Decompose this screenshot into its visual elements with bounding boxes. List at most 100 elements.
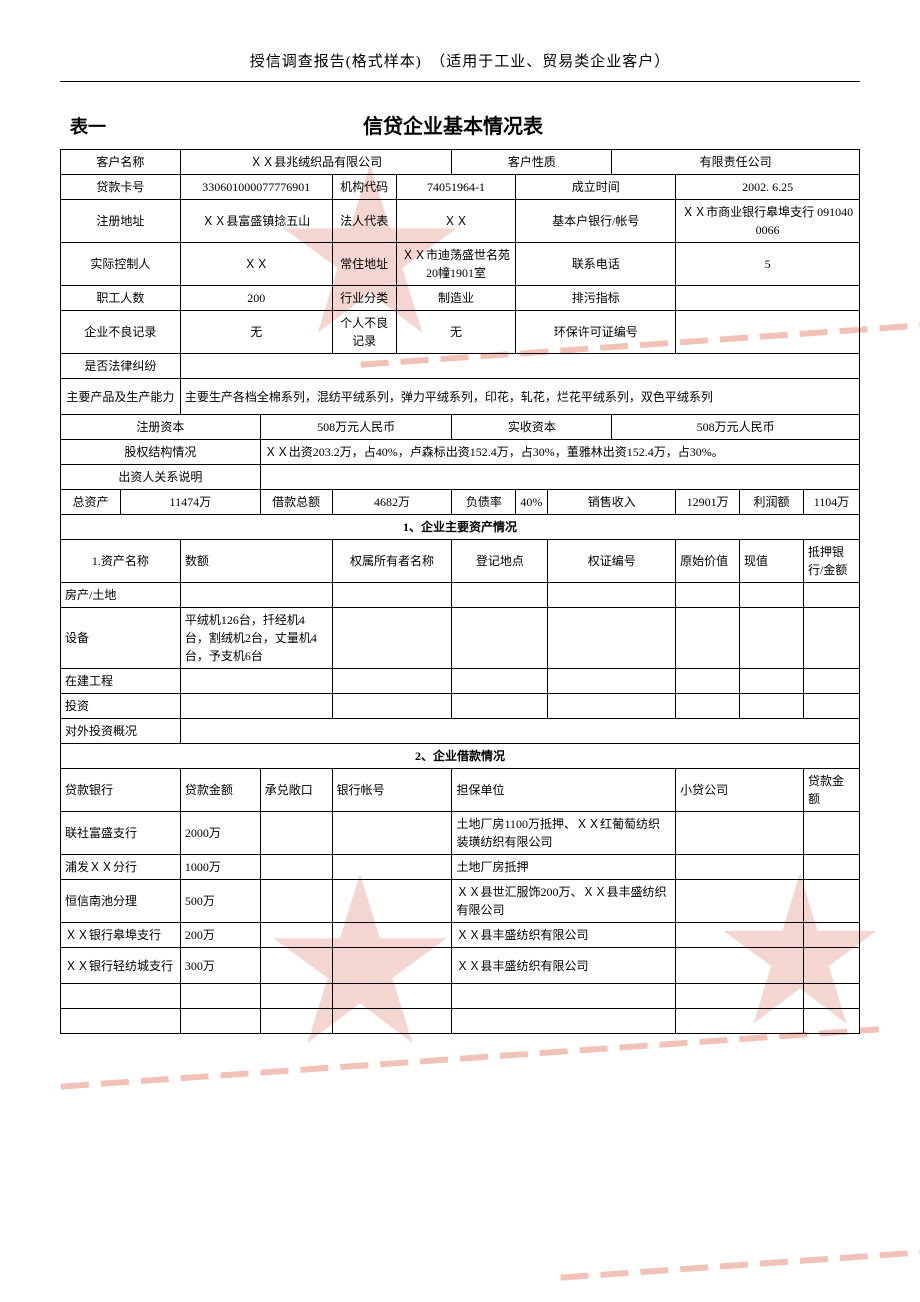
- s1-row-4: 对外投资概况: [61, 719, 860, 744]
- val-total-loan: 4682万: [332, 490, 452, 515]
- lbl-legal-dispute: 是否法律纠纷: [61, 354, 181, 379]
- s1r0-orig: [676, 583, 740, 608]
- s2r3-loan: [803, 923, 859, 948]
- s1r3-now: [740, 694, 804, 719]
- s2r4-bank: ＸＸ银行轻纺城支行: [61, 948, 181, 984]
- table-label: 表一: [60, 113, 106, 139]
- lbl-industry: 行业分类: [332, 286, 396, 311]
- s2r5-loan: [803, 984, 859, 1009]
- s2r1-loan: [803, 855, 859, 880]
- s2r1-micro: [676, 855, 804, 880]
- s2r6-bank: [61, 1009, 181, 1034]
- lbl-customer-name: 客户名称: [61, 150, 181, 175]
- val-loan-card: 330601000077776901: [180, 175, 332, 200]
- s1r2-now: [740, 669, 804, 694]
- s2r4-acct: [332, 948, 452, 984]
- s2r4-amount: 300万: [180, 948, 260, 984]
- s2r2-amount: 500万: [180, 880, 260, 923]
- lbl-customer-type: 客户性质: [452, 150, 612, 175]
- s1r3-cert: [548, 694, 676, 719]
- s2-col-2: 承兑敞口: [260, 769, 332, 812]
- s1-row-0: 房产/土地: [61, 583, 860, 608]
- s2r6-acct: [332, 1009, 452, 1034]
- lbl-reg-capital: 注册资本: [61, 415, 261, 440]
- val-org-code: 74051964-1: [396, 175, 516, 200]
- s2r2-guar: ＸＸ县世汇服饰200万、ＸＸ县丰盛纺织有限公司: [452, 880, 676, 923]
- lbl-emission: 排污指标: [516, 286, 676, 311]
- lbl-profit: 利润额: [740, 490, 804, 515]
- main-title: 信贷企业基本情况表: [106, 110, 860, 139]
- s1r0-name: 房产/土地: [61, 583, 181, 608]
- s1-row-2: 在建工程: [61, 669, 860, 694]
- s2-col-3: 银行帐号: [332, 769, 452, 812]
- s2r6-loan: [803, 1009, 859, 1034]
- val-customer-name: ＸＸ县兆绒织品有限公司: [180, 150, 452, 175]
- s2r0-bank: 联社富盛支行: [61, 812, 181, 855]
- s1r1-orig: [676, 608, 740, 669]
- s2r2-micro: [676, 880, 804, 923]
- s2r0-micro: [676, 812, 804, 855]
- s1r2-cert: [548, 669, 676, 694]
- s2r0-loan: [803, 812, 859, 855]
- s1-col-1: 数额: [180, 540, 332, 583]
- lbl-staff: 职工人数: [61, 286, 181, 311]
- lbl-org-code: 机构代码: [332, 175, 396, 200]
- s2r3-acct: [332, 923, 452, 948]
- s2r3-accept: [260, 923, 332, 948]
- val-reg-addr: ＸＸ县富盛镇捻五山: [180, 200, 332, 243]
- lbl-personal-bad: 个人不良记录: [332, 311, 396, 354]
- lbl-reg-addr: 注册地址: [61, 200, 181, 243]
- s1r1-now: [740, 608, 804, 669]
- s2-row-4: ＸＸ银行轻纺城支行 300万 ＸＸ县丰盛纺织有限公司: [61, 948, 860, 984]
- s2-row-1: 浦发ＸＸ分行 1000万 土地厂房抵押: [61, 855, 860, 880]
- s2r0-amount: 2000万: [180, 812, 260, 855]
- s2r6-guar: [452, 1009, 676, 1034]
- lbl-total-loan: 借款总额: [260, 490, 332, 515]
- val-legal-dispute: [180, 354, 859, 379]
- s2r2-acct: [332, 880, 452, 923]
- val-contributor-rel: [260, 465, 859, 490]
- s2r1-bank: 浦发ＸＸ分行: [61, 855, 181, 880]
- s1r1-cert: [548, 608, 676, 669]
- lbl-bad-record: 企业不良记录: [61, 311, 181, 354]
- lbl-total-assets: 总资产: [61, 490, 121, 515]
- s1-col-0: 1.资产名称: [61, 540, 181, 583]
- s1r3-mort: [803, 694, 859, 719]
- s2r5-accept: [260, 984, 332, 1009]
- s2r0-accept: [260, 812, 332, 855]
- val-legal-rep: ＸＸ: [396, 200, 516, 243]
- s2r5-guar: [452, 984, 676, 1009]
- s2-col-0: 贷款银行: [61, 769, 181, 812]
- s1r1-place: [452, 608, 548, 669]
- s2r3-amount: 200万: [180, 923, 260, 948]
- s2r6-micro: [676, 1009, 804, 1034]
- s2r4-micro: [676, 948, 804, 984]
- basic-info-table: 客户名称 ＸＸ县兆绒织品有限公司 客户性质 有限责任公司 贷款卡号 330601…: [60, 149, 860, 1034]
- val-est-date: 2002. 6.25: [676, 175, 860, 200]
- s1r0-place: [452, 583, 548, 608]
- s1r0-cert: [548, 583, 676, 608]
- val-bank-account: ＸＸ市商业银行皋埠支行 0910400066: [676, 200, 860, 243]
- s1-col-4: 权证编号: [548, 540, 676, 583]
- s1r0-amount: [180, 583, 332, 608]
- s2-col-4: 担保单位: [452, 769, 676, 812]
- page-header: 授信调查报告(格式样本) （适用于工业、贸易类企业客户）: [60, 50, 860, 82]
- val-residence: ＸＸ市迪荡盛世名苑20幢1901室: [396, 243, 516, 286]
- s2r2-loan: [803, 880, 859, 923]
- s2r0-acct: [332, 812, 452, 855]
- s1r3-amount: [180, 694, 332, 719]
- s1-row-3: 投资: [61, 694, 860, 719]
- s2r1-acct: [332, 855, 452, 880]
- s2r0-guar: 土地厂房1100万抵押、ＸＸ红葡萄纺织装璜纺织有限公司: [452, 812, 676, 855]
- s2r5-micro: [676, 984, 804, 1009]
- s1r1-owner: [332, 608, 452, 669]
- s2-row-0: 联社富盛支行 2000万 土地厂房1100万抵押、ＸＸ红葡萄纺织装璜纺织有限公司: [61, 812, 860, 855]
- s1r3-orig: [676, 694, 740, 719]
- val-industry: 制造业: [396, 286, 516, 311]
- val-debt-ratio: 40%: [516, 490, 548, 515]
- lbl-env-permit: 环保许可证编号: [516, 311, 676, 354]
- s1r3-name: 投资: [61, 694, 181, 719]
- s1r3-place: [452, 694, 548, 719]
- section1-title: 1、企业主要资产情况: [61, 515, 860, 540]
- s1r0-now: [740, 583, 804, 608]
